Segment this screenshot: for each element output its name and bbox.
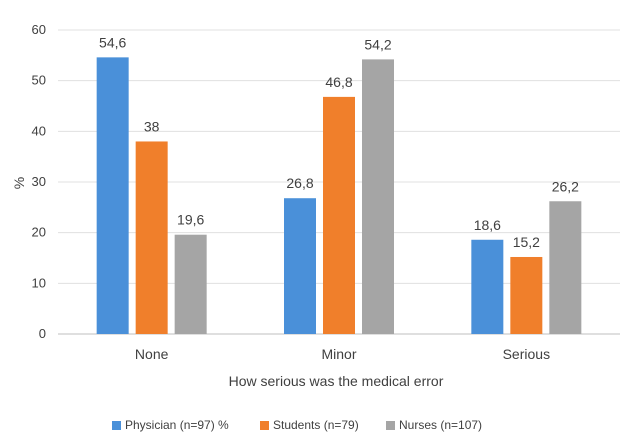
bar [510,256,543,334]
data-label: 54,6 [99,34,126,50]
bar [362,59,394,335]
data-labels: 54,6 38 19,6 26,8 46,8 54,2 18,6 15,2 26,2 [99,34,579,250]
bar [549,201,582,334]
legend-swatch [386,421,395,430]
data-label: 15,2 [513,234,540,250]
data-label: 38 [144,118,160,134]
y-tick-label: 60 [32,22,46,37]
bar [284,198,316,334]
data-label: 26,2 [552,178,579,194]
legend-swatch [260,421,269,430]
x-category-label: Minor [321,346,356,362]
y-tick-label: 20 [32,225,46,240]
legend-entry: Students (n=79) [273,418,359,432]
data-label: 26,8 [286,175,313,191]
data-label: 46,8 [325,74,352,90]
y-tick-label: 0 [39,326,46,341]
bar [96,57,129,335]
data-label: 54,2 [364,36,391,52]
data-label: 19,6 [177,212,204,228]
legend-swatch [112,421,121,430]
bar [471,239,504,334]
legend-entry: Nurses (n=107) [399,418,482,432]
x-category-label: None [135,346,169,362]
y-tick-label: 10 [32,275,46,290]
x-axis-categories: None Minor Serious [135,346,550,362]
bar [174,234,207,334]
y-tick-label: 50 [32,73,46,88]
legend: Physician (n=97) % Students (n=79) Nurses … [112,418,482,432]
y-tick-label: 30 [32,174,46,189]
bar [135,141,168,334]
x-axis-title: How serious was the medical error [229,373,444,389]
y-axis-ticks: 0 10 20 30 40 50 60 [32,22,46,341]
data-label: 18,6 [474,217,501,233]
legend-entry: Physician (n=97) % [125,418,229,432]
bar [323,96,355,334]
bars [96,57,582,335]
y-tick-label: 40 [32,123,46,138]
x-category-label: Serious [503,346,550,362]
y-axis-title: % [11,177,27,189]
